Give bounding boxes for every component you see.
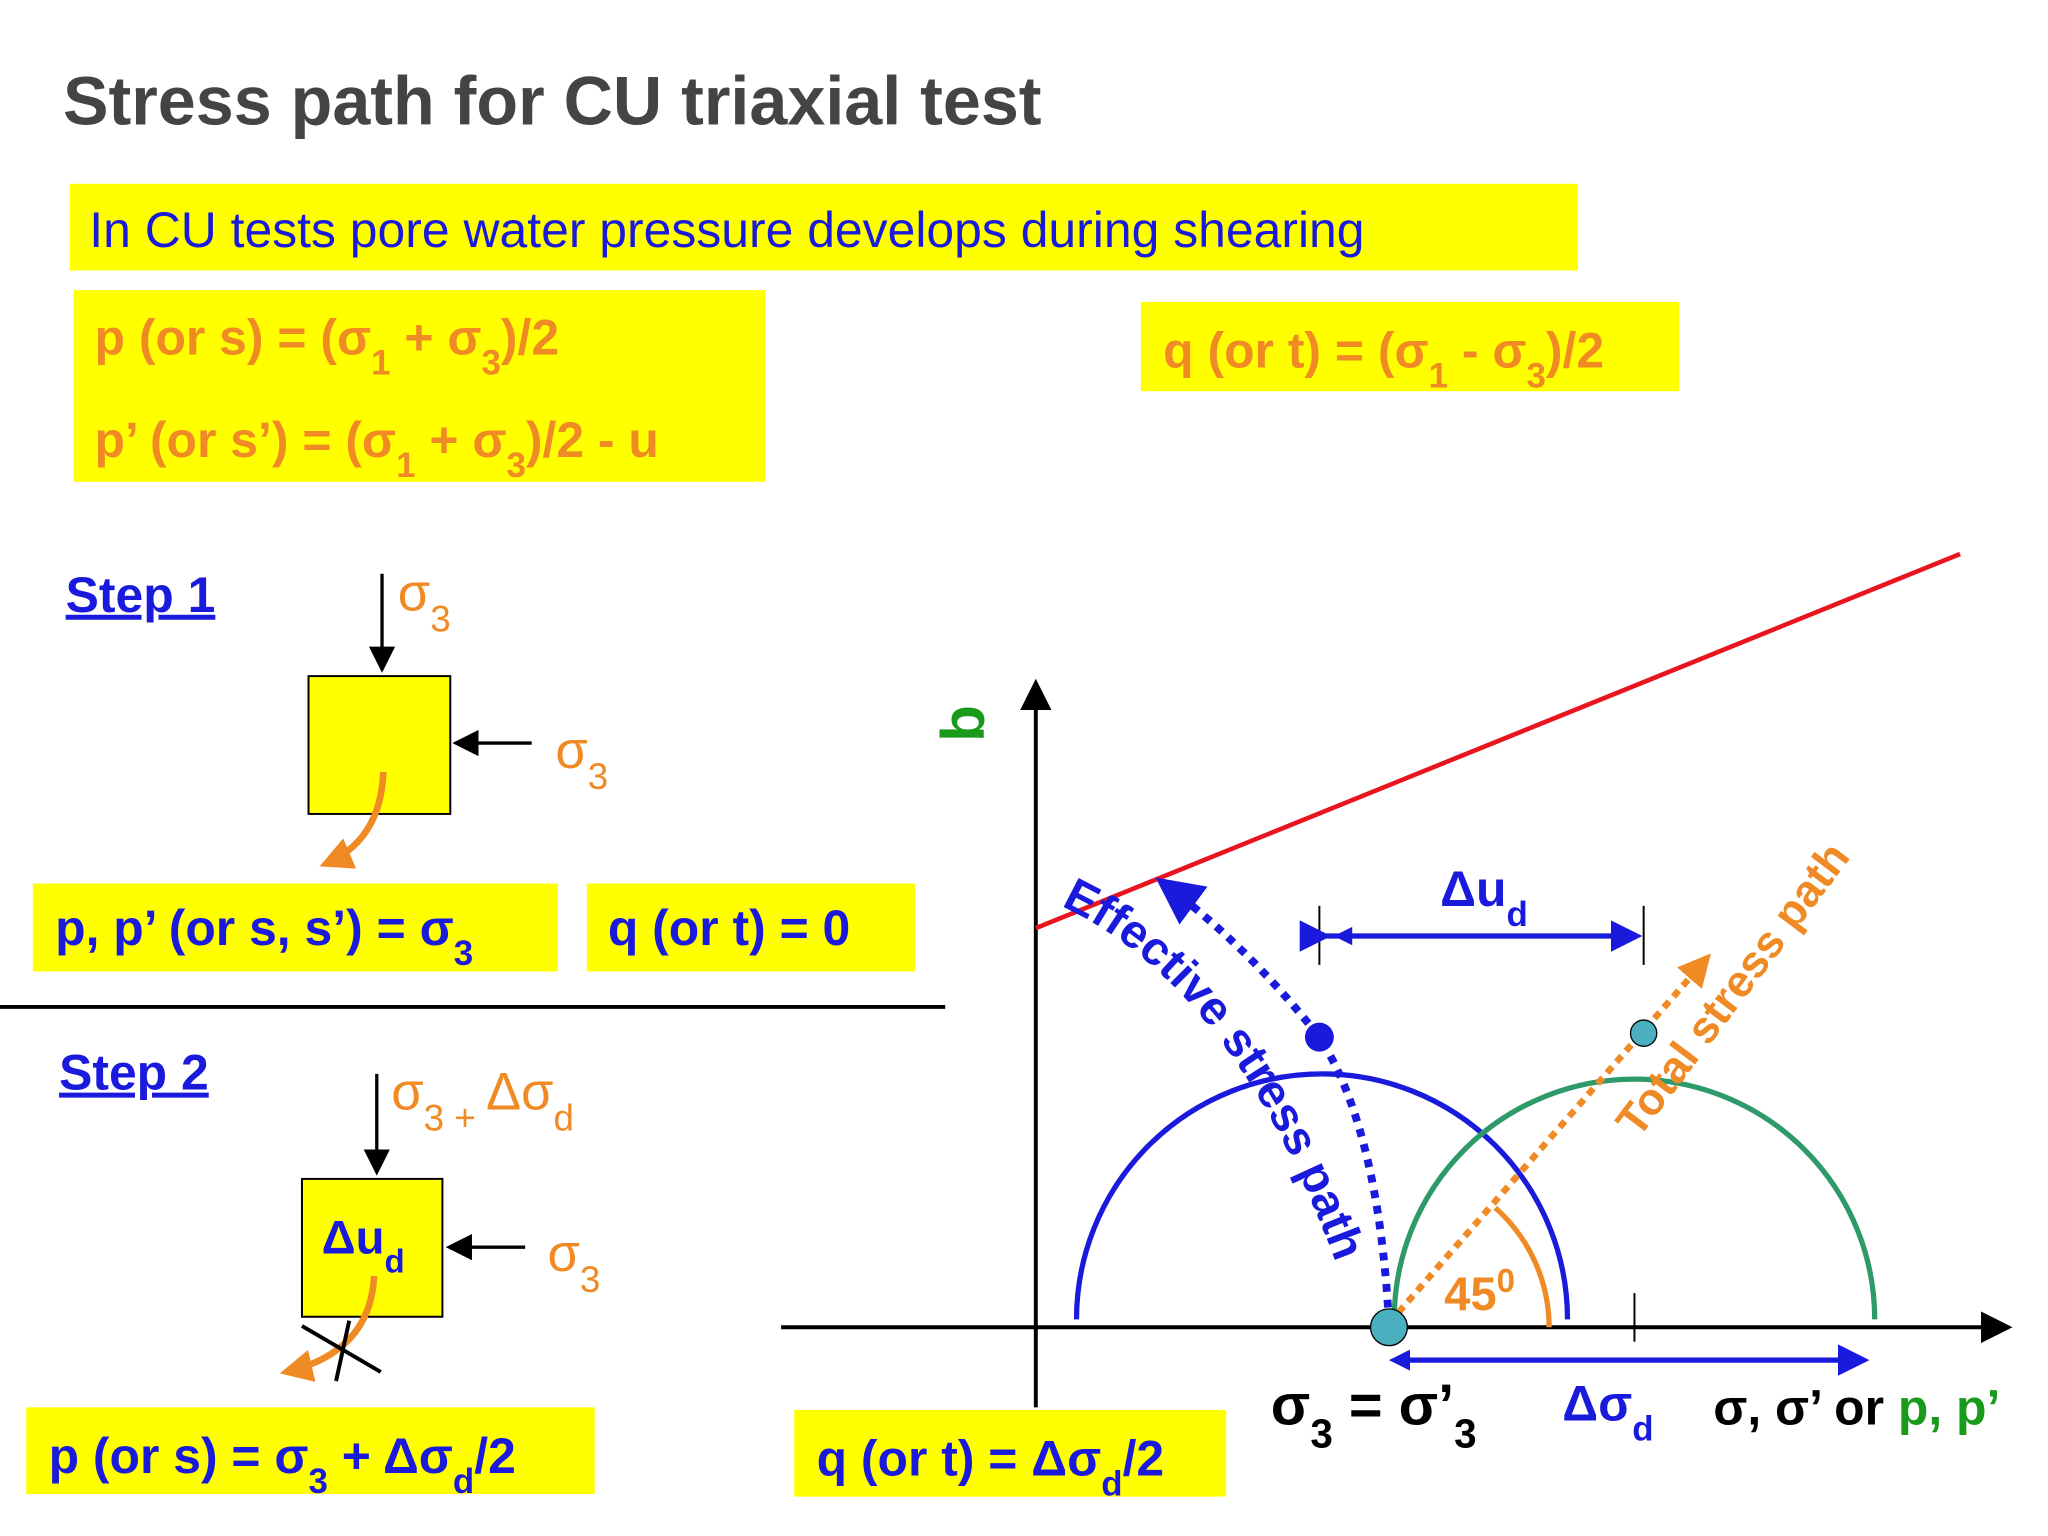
effective-circle xyxy=(1073,1071,1571,1320)
text-run: Δu xyxy=(322,1212,385,1265)
result-box xyxy=(32,883,558,972)
q-result: q (or t) = Δσd/2 xyxy=(817,1431,1165,1504)
text-run: d xyxy=(453,1461,474,1500)
total-point xyxy=(1629,1019,1658,1047)
text-run: q (or t) = (σ xyxy=(1163,323,1428,379)
text-run: /2 xyxy=(1123,1431,1165,1487)
formula-q: q (or t) = (σ1 - σ3)/2 xyxy=(1163,323,1604,396)
formula-p-effective: p’ (or s’) = (σ1 + σ3)/2 - u xyxy=(95,412,659,485)
text-run: Δu xyxy=(1440,861,1506,917)
text-run: Δσ xyxy=(1562,1375,1632,1431)
text-run: σ, σ’ or xyxy=(1713,1379,1898,1435)
text-run: = σ’ xyxy=(1333,1373,1454,1437)
drain-arrow xyxy=(319,771,387,869)
text-run: σ xyxy=(398,563,430,622)
text-run: )/2 xyxy=(1546,323,1604,379)
effective-point xyxy=(1304,1022,1334,1052)
text-run: d xyxy=(384,1243,404,1280)
side-load: σ3 xyxy=(555,721,608,797)
origin-point xyxy=(1369,1308,1408,1347)
drain-arrow xyxy=(279,1275,378,1382)
text-run: p’ (or s’) = (σ xyxy=(95,412,397,468)
box-label: Δud xyxy=(322,1212,405,1281)
p-result: p (or s) = σ3 + Δσd/2 xyxy=(49,1428,516,1501)
sample xyxy=(307,675,452,815)
text-run: 3 xyxy=(481,343,500,382)
banner-box xyxy=(69,183,1579,271)
side-load: σ3 xyxy=(547,1224,600,1300)
text-run: 3 xyxy=(1526,356,1545,395)
text-run: p, p’ xyxy=(1898,1379,2001,1435)
text-run: 3 xyxy=(1454,1410,1476,1456)
text-run: d xyxy=(1506,894,1527,933)
step-label: Step 2 xyxy=(59,1045,209,1101)
text-run: σ xyxy=(391,1062,423,1121)
formula-p: p (or s) = (σ1 + σ3)/2 xyxy=(95,309,560,382)
pore-pressure-label: Δud xyxy=(1440,861,1528,934)
angle: 450 xyxy=(1444,1263,1515,1322)
x-axis-label: σ, σ’ or p, p’ xyxy=(1713,1379,2000,1435)
text-run: + σ xyxy=(415,412,506,468)
text-run: 3 xyxy=(430,598,450,639)
text-run: + σ xyxy=(391,309,482,365)
text-run: σ xyxy=(1271,1373,1311,1437)
top-load: σ3 xyxy=(398,563,451,639)
text-run: 3 xyxy=(454,934,473,973)
text-run: Δσ xyxy=(486,1062,553,1121)
text-run: /2 xyxy=(474,1428,516,1484)
text-run: p (or s) = (σ xyxy=(95,309,372,365)
text-run: 3 xyxy=(1310,1410,1332,1456)
text-run: 1 xyxy=(396,445,415,484)
arrow-head xyxy=(1388,1349,1410,1371)
title: Stress path for CU triaxial test xyxy=(63,64,1042,140)
text-run: d xyxy=(1632,1409,1653,1448)
failure-envelope xyxy=(1034,551,1961,931)
y-axis-label: q xyxy=(939,705,1007,742)
text-run: )/2 xyxy=(501,309,559,365)
deviator-label: Δσd xyxy=(1562,1375,1653,1448)
formula-box xyxy=(73,290,766,482)
cross xyxy=(334,1320,352,1382)
text-run: 3 xyxy=(506,445,525,484)
text-run: d xyxy=(553,1097,573,1138)
top-load: σ3 + Δσd xyxy=(391,1062,574,1138)
p-result: p, p’ (or s, s’) = σ3 xyxy=(55,900,473,973)
q-result: q (or t) = 0 xyxy=(608,900,850,956)
total-path xyxy=(1386,953,1711,1326)
total-circle xyxy=(1391,1076,1878,1320)
text-run: 3 xyxy=(588,756,608,797)
text-run: 1 xyxy=(371,343,390,382)
text-run: 3 xyxy=(580,1258,600,1299)
text-run: + Δσ xyxy=(328,1428,453,1484)
text-run: 0 xyxy=(1497,1263,1515,1300)
confining-label: σ3 = σ’3 xyxy=(1271,1373,1477,1456)
text-run: p, p’ (or s, s’) = σ xyxy=(55,900,454,956)
angle-arc xyxy=(1493,1205,1552,1328)
text-run: 3 xyxy=(309,1461,328,1500)
text-run: 45 xyxy=(1444,1268,1497,1321)
text-run: σ xyxy=(555,721,587,780)
text-run: d xyxy=(1101,1464,1122,1503)
step-label: Step 1 xyxy=(66,567,216,623)
text-run: )/2 - u xyxy=(526,412,659,468)
text-run: - σ xyxy=(1448,323,1526,379)
text-run: q (or t) = Δσ xyxy=(817,1431,1102,1487)
text-run: 3 + xyxy=(424,1097,486,1138)
result-box xyxy=(26,1407,595,1494)
formula-box xyxy=(1140,301,1680,392)
banner: In CU tests pore water pressure develops… xyxy=(89,202,1364,258)
text-run: 1 xyxy=(1429,356,1448,395)
text-run: p (or s) = σ xyxy=(49,1428,309,1484)
result-box xyxy=(794,1409,1227,1497)
text-run: σ xyxy=(547,1224,579,1283)
arrow-head xyxy=(1333,926,1353,946)
result-box xyxy=(586,883,916,972)
